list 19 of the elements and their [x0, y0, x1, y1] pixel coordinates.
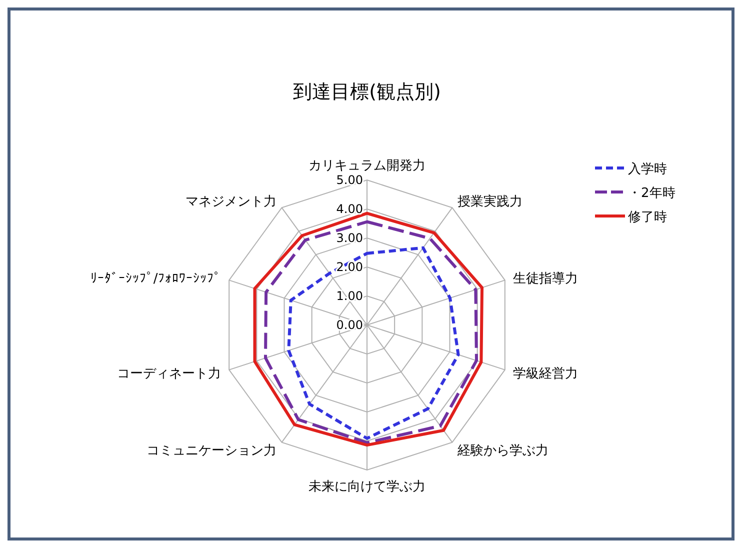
- y-tick-label: 1.00: [336, 289, 363, 303]
- spoke-label: マネジメント力: [186, 194, 277, 210]
- spoke-label: カリキュラム開発力: [308, 158, 426, 174]
- chart-title: 到達目標(観点別): [293, 81, 441, 103]
- legend-label: ・2年時: [628, 186, 676, 201]
- spoke-label: ﾘｰﾀﾞｰｼｯﾌﾟ/ﾌｫﾛﾜｰｼｯﾌﾟ: [90, 272, 221, 287]
- spoke-label: 生徒指導力: [513, 272, 578, 287]
- legend-label: 入学時: [628, 162, 667, 177]
- y-tick-label: 4.00: [336, 202, 363, 216]
- y-tick-label: 0.00: [336, 318, 363, 332]
- spoke-label: 授業実践力: [457, 194, 522, 210]
- spoke-label: コーディネート力: [116, 366, 221, 382]
- spoke-label: 学級経営力: [513, 366, 578, 382]
- y-tick-label: 3.00: [336, 231, 363, 245]
- legend-label: 修了時: [628, 210, 667, 225]
- spoke-label: 経験から学ぶ力: [456, 443, 548, 458]
- y-tick-label: 5.00: [336, 173, 363, 187]
- spoke-label: コミュニケーション力: [146, 443, 277, 458]
- spoke-label: 未来に向けて学ぶ力: [308, 480, 426, 495]
